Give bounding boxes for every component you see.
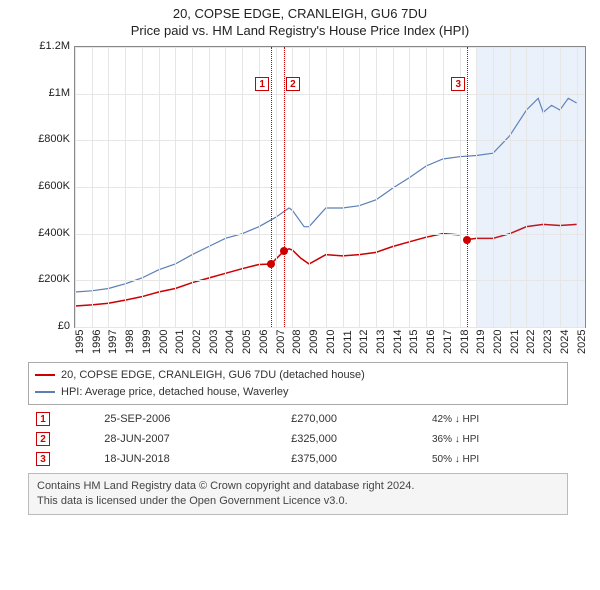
y-axis-label: £0 [30, 320, 70, 332]
footer-line-2: This data is licensed under the Open Gov… [37, 494, 559, 509]
hgridline [75, 234, 585, 235]
plot-region: 1 2 3 [74, 46, 586, 328]
vgridline [359, 47, 360, 327]
event-number-badge: 2 [36, 432, 50, 446]
hgridline [75, 187, 585, 188]
event-date: 25-SEP-2006 [96, 409, 283, 429]
event-dot-3 [463, 236, 471, 244]
event-dot-2 [280, 247, 288, 255]
event-row: 2 28-JUN-2007£325,00036% ↓ HPI [28, 429, 568, 449]
event-price: £375,000 [283, 449, 424, 469]
vgridline [560, 47, 561, 327]
event-date: 18-JUN-2018 [96, 449, 283, 469]
vgridline [125, 47, 126, 327]
vgridline [175, 47, 176, 327]
event-date: 28-JUN-2007 [96, 429, 283, 449]
y-axis-label: £1.2M [30, 40, 70, 52]
event-marker-2: 2 [286, 77, 300, 91]
hgridline [75, 94, 585, 95]
legend-row-1: HPI: Average price, detached house, Wave… [35, 384, 561, 401]
vgridline [409, 47, 410, 327]
event-delta: 42% ↓ HPI [424, 409, 568, 429]
event-marker-3: 3 [451, 77, 465, 91]
vgridline [192, 47, 193, 327]
hgridline [75, 140, 585, 141]
vgridline [543, 47, 544, 327]
event-row: 3 18-JUN-2018£375,00050% ↓ HPI [28, 449, 568, 469]
vgridline [577, 47, 578, 327]
event-line-3 [467, 47, 468, 327]
footer-line-1: Contains HM Land Registry data © Crown c… [37, 479, 559, 494]
event-price: £325,000 [283, 429, 424, 449]
vgridline [426, 47, 427, 327]
vgridline [108, 47, 109, 327]
vgridline [476, 47, 477, 327]
legend-label: 20, COPSE EDGE, CRANLEIGH, GU6 7DU (deta… [61, 367, 365, 384]
attribution-footer: Contains HM Land Registry data © Crown c… [28, 473, 568, 515]
vgridline [225, 47, 226, 327]
vgridline [209, 47, 210, 327]
y-axis-label: £1M [30, 87, 70, 99]
event-delta: 36% ↓ HPI [424, 429, 568, 449]
vgridline [393, 47, 394, 327]
y-axis-label: £800K [30, 133, 70, 145]
vgridline [343, 47, 344, 327]
vgridline [75, 47, 76, 327]
event-number-badge: 1 [36, 412, 50, 426]
event-price: £270,000 [283, 409, 424, 429]
vgridline [326, 47, 327, 327]
vgridline [159, 47, 160, 327]
event-line-1 [271, 47, 272, 327]
y-axis-label: £200K [30, 273, 70, 285]
x-axis-label: 2025 [576, 330, 596, 354]
vgridline [443, 47, 444, 327]
vgridline [142, 47, 143, 327]
vgridline [276, 47, 277, 327]
hgridline [75, 280, 585, 281]
vgridline [510, 47, 511, 327]
vgridline [493, 47, 494, 327]
event-number-badge: 3 [36, 452, 50, 466]
vgridline [92, 47, 93, 327]
legend-row-0: 20, COPSE EDGE, CRANLEIGH, GU6 7DU (deta… [35, 367, 561, 384]
event-line-2 [284, 47, 285, 327]
chart-area: 123 £0£200K£400K£600K£800K£1M£1.2M199519… [30, 42, 590, 352]
hgridline [75, 327, 585, 328]
y-axis-label: £400K [30, 227, 70, 239]
legend-label: HPI: Average price, detached house, Wave… [61, 384, 288, 401]
hgridline [75, 47, 585, 48]
vgridline [526, 47, 527, 327]
legend-swatch [35, 391, 55, 393]
event-row: 1 25-SEP-2006£270,00042% ↓ HPI [28, 409, 568, 429]
y-axis-label: £600K [30, 180, 70, 192]
page-title: 20, COPSE EDGE, CRANLEIGH, GU6 7DU [10, 6, 590, 21]
vgridline [309, 47, 310, 327]
vgridline [376, 47, 377, 327]
event-delta: 50% ↓ HPI [424, 449, 568, 469]
vgridline [242, 47, 243, 327]
event-marker-1: 1 [255, 77, 269, 91]
events-table: 1 25-SEP-2006£270,00042% ↓ HPI 2 28-JUN-200… [28, 409, 568, 469]
legend-box: 20, COPSE EDGE, CRANLEIGH, GU6 7DU (deta… [28, 362, 568, 405]
legend-swatch [35, 374, 55, 376]
event-dot-1 [267, 260, 275, 268]
page-subtitle: Price paid vs. HM Land Registry's House … [10, 23, 590, 38]
